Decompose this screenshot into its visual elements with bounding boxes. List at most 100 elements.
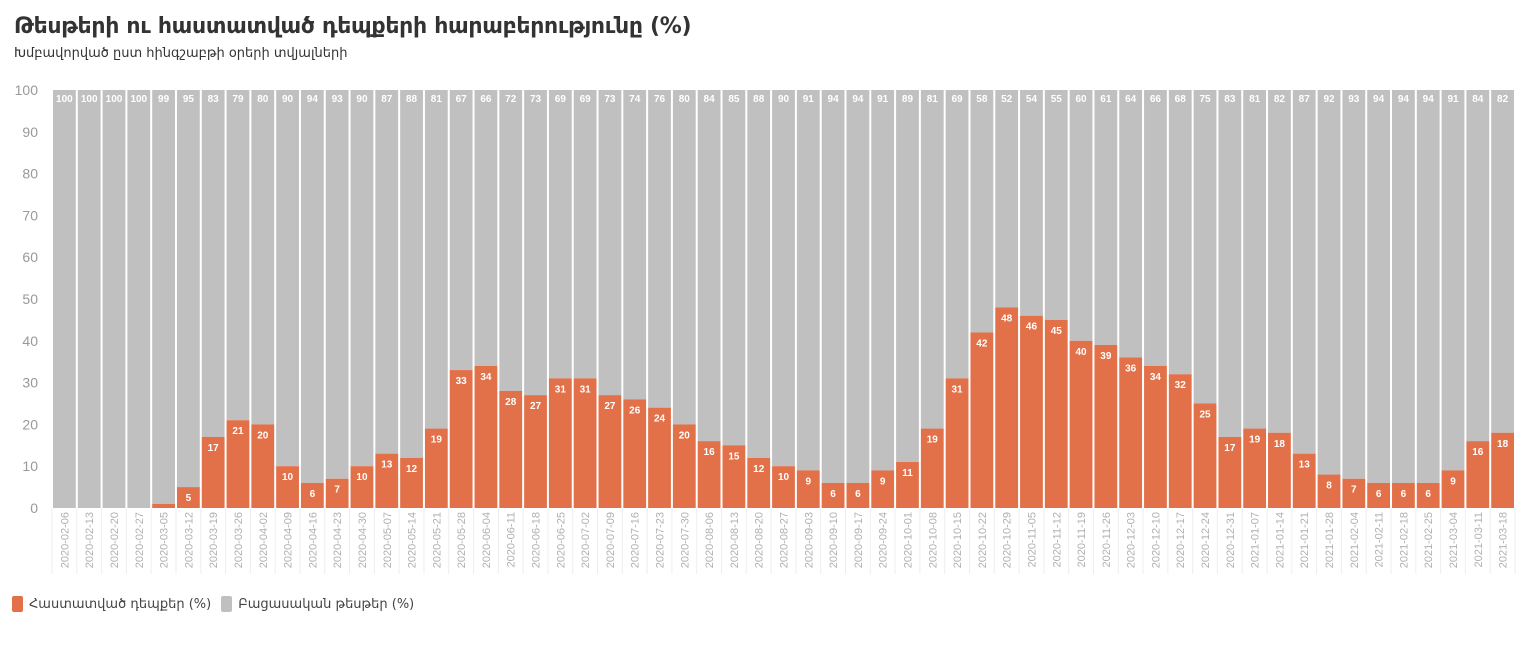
x-tick-label: 2020-12-10 xyxy=(1150,512,1162,568)
bar-label-negative: 60 xyxy=(1075,94,1087,105)
bar-label-confirmed: 8 xyxy=(1326,481,1332,492)
bar-negative xyxy=(1342,90,1366,479)
bar-label-negative: 81 xyxy=(1249,94,1261,105)
bar-label-confirmed: 21 xyxy=(232,426,244,437)
bar-label-confirmed: 31 xyxy=(580,384,592,395)
bar-label-confirmed: 17 xyxy=(1224,443,1236,454)
bar-confirmed xyxy=(524,395,547,508)
bar-label-negative: 55 xyxy=(1051,94,1063,105)
x-tick-label: 2020-04-09 xyxy=(283,512,295,568)
legend-item-negative[interactable]: Բացասական թեսթեր (%) xyxy=(221,596,414,612)
bar-confirmed xyxy=(300,482,324,508)
x-tick-label: 2020-02-06 xyxy=(59,512,71,568)
bar-confirmed xyxy=(499,390,523,508)
bar-label-negative: 95 xyxy=(183,94,195,105)
bar-label-negative: 80 xyxy=(257,94,269,105)
bar-negative xyxy=(1491,90,1514,433)
bar-label-negative: 61 xyxy=(1100,94,1112,105)
x-tick-label: 2021-02-18 xyxy=(1398,512,1410,568)
bar-label-confirmed: 31 xyxy=(555,384,567,395)
bar-confirmed xyxy=(846,482,870,508)
bar-confirmed xyxy=(1069,340,1093,508)
bar-confirmed xyxy=(623,399,647,508)
bar-label-negative: 94 xyxy=(1423,94,1435,105)
y-tick-label: 70 xyxy=(22,207,38,223)
x-tick-label: 2020-10-22 xyxy=(977,512,989,568)
bar-label-confirmed: 10 xyxy=(778,472,790,483)
bar-confirmed xyxy=(722,445,746,508)
bar-confirmed xyxy=(1268,432,1291,508)
bar-confirmed xyxy=(1044,319,1068,508)
bar-negative xyxy=(400,90,423,458)
bar-label-negative: 83 xyxy=(1224,94,1236,105)
x-tick-label: 2020-08-20 xyxy=(754,512,766,568)
legend-swatch-negative xyxy=(221,596,233,612)
bar-negative xyxy=(251,90,275,425)
x-tick-label: 2021-03-18 xyxy=(1498,512,1510,568)
bar-label-confirmed: 40 xyxy=(1075,347,1087,358)
x-tick-label: 2020-12-31 xyxy=(1225,512,1237,568)
bar-confirmed xyxy=(598,395,622,508)
bar-negative xyxy=(201,90,225,437)
bar-label-negative: 64 xyxy=(1125,94,1137,105)
bar-negative xyxy=(1218,90,1242,437)
bar-label-confirmed: 12 xyxy=(753,464,765,475)
bar-confirmed xyxy=(1218,436,1242,508)
x-tick-label: 2020-09-24 xyxy=(878,512,890,568)
bar-negative xyxy=(1367,90,1391,483)
x-tick-label: 2020-06-25 xyxy=(555,512,567,568)
bar-label-negative: 100 xyxy=(81,94,98,105)
legend-item-confirmed[interactable]: Հաստատված դեպքեր (%) xyxy=(12,596,211,612)
bar-confirmed xyxy=(1020,315,1043,508)
bar-confirmed xyxy=(821,482,845,508)
bar-label-confirmed: 42 xyxy=(976,338,988,349)
bar-label-confirmed: 9 xyxy=(806,476,812,487)
bar-label-confirmed: 6 xyxy=(1401,489,1407,500)
bar-confirmed xyxy=(648,407,671,508)
bar-label-negative: 90 xyxy=(778,94,790,105)
bar-label-negative: 58 xyxy=(976,94,988,105)
x-tick-label: 2020-12-17 xyxy=(1175,512,1187,568)
bar-label-confirmed: 11 xyxy=(902,468,913,479)
x-tick-label: 2020-04-30 xyxy=(357,512,369,568)
bar-label-negative: 100 xyxy=(106,94,123,105)
bar-label-negative: 94 xyxy=(307,94,319,105)
bar-label-confirmed: 18 xyxy=(1274,439,1286,450)
bar-negative xyxy=(896,90,919,463)
bar-negative xyxy=(474,90,498,366)
x-tick-label: 2020-05-14 xyxy=(407,512,419,568)
bar-confirmed xyxy=(251,424,275,508)
x-tick-label: 2020-06-04 xyxy=(481,512,493,568)
bar-confirmed xyxy=(474,365,498,508)
bar-negative xyxy=(1317,90,1341,475)
y-tick-label: 10 xyxy=(22,458,38,474)
bar-negative xyxy=(300,90,324,483)
bar-confirmed xyxy=(400,457,423,508)
bar-confirmed xyxy=(772,466,795,508)
bar-confirmed xyxy=(1441,470,1465,508)
bar-label-confirmed: 16 xyxy=(704,447,716,458)
bar-label-negative: 82 xyxy=(1274,94,1286,105)
bar-label-negative: 91 xyxy=(877,94,889,105)
bar-label-confirmed: 36 xyxy=(1125,364,1137,375)
x-tick-label: 2020-10-08 xyxy=(927,512,939,568)
bar-label-negative: 73 xyxy=(530,94,542,105)
bar-negative xyxy=(102,90,126,508)
bar-negative xyxy=(1094,90,1118,345)
x-tick-label: 2020-08-27 xyxy=(779,512,791,568)
bar-label-negative: 76 xyxy=(654,94,666,105)
bar-negative xyxy=(375,90,399,454)
bar-label-negative: 84 xyxy=(704,94,716,105)
bar-negative xyxy=(623,90,647,400)
bar-label-confirmed: 34 xyxy=(480,372,492,383)
bar-negative xyxy=(672,90,696,425)
bar-label-negative: 81 xyxy=(927,94,939,105)
bar-label-negative: 81 xyxy=(431,94,443,105)
bar-negative xyxy=(920,90,944,429)
bar-label-negative: 79 xyxy=(232,94,244,105)
bar-label-negative: 88 xyxy=(753,94,765,105)
bar-confirmed xyxy=(672,424,696,508)
bar-negative xyxy=(524,90,547,396)
x-tick-label: 2020-04-16 xyxy=(307,512,319,568)
x-tick-label: 2020-02-27 xyxy=(134,512,146,568)
